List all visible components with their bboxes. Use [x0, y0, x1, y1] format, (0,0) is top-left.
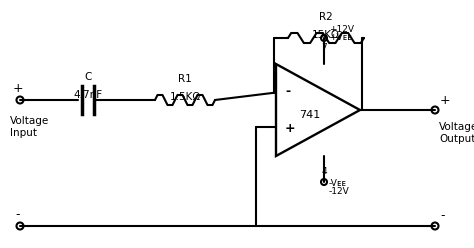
Text: +: +: [13, 83, 23, 95]
Text: -12V: -12V: [329, 187, 350, 196]
Text: Voltage
Input: Voltage Input: [10, 116, 49, 138]
Text: 4.7nF: 4.7nF: [73, 90, 102, 100]
Text: 741: 741: [300, 110, 320, 120]
Text: Voltage
Output: Voltage Output: [439, 122, 474, 144]
Text: -Vᴇᴇ: -Vᴇᴇ: [329, 180, 347, 188]
Text: C: C: [84, 72, 91, 82]
Text: -: -: [285, 85, 290, 98]
Text: -: -: [16, 209, 20, 221]
Text: R2: R2: [319, 12, 333, 22]
Text: +: +: [440, 93, 451, 106]
Text: +12V: +12V: [329, 26, 354, 34]
Text: 15KΩ: 15KΩ: [312, 30, 340, 40]
Text: +Vᴇᴇ: +Vᴇᴇ: [329, 33, 352, 42]
Text: 1.5KΩ: 1.5KΩ: [169, 92, 201, 102]
Text: 7: 7: [321, 43, 327, 53]
Text: +: +: [285, 122, 296, 135]
Text: 4: 4: [321, 167, 327, 177]
Text: -: -: [440, 210, 445, 222]
Text: R1: R1: [178, 74, 192, 84]
